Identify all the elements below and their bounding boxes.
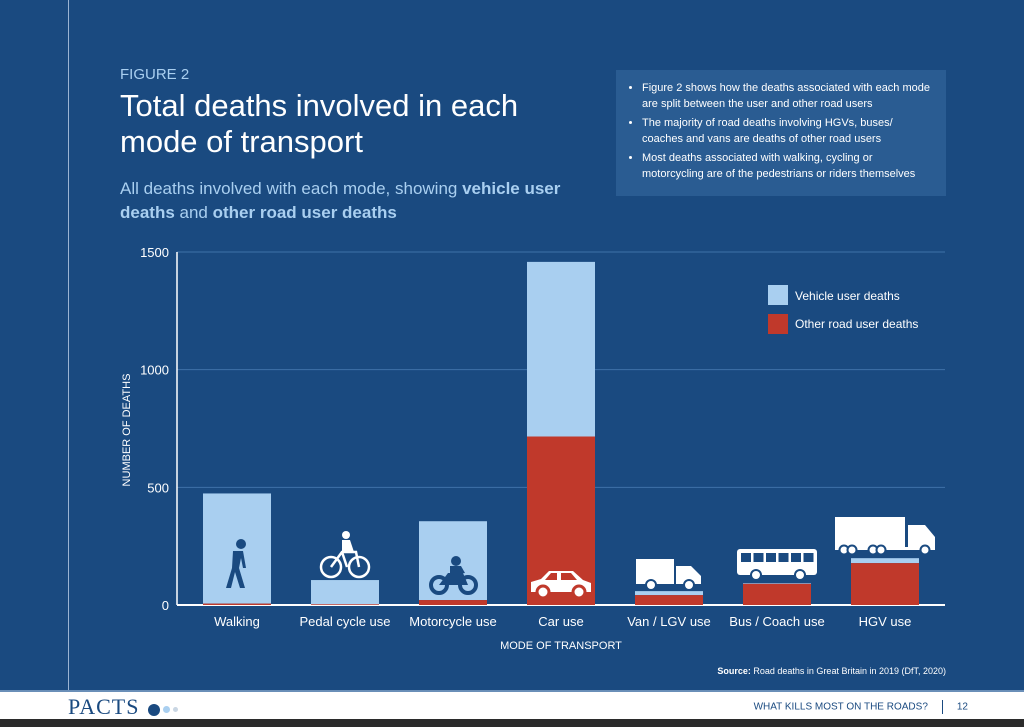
notes-box: Figure 2 shows how the deaths associated…	[616, 70, 946, 196]
bar-vehicle-user-deaths	[743, 583, 811, 584]
note: Most deaths associated with walking, cyc…	[642, 150, 934, 182]
chart-subtitle: All deaths involved with each mode, show…	[120, 179, 561, 222]
bar-other-road-user-deaths	[311, 604, 379, 605]
chart-title: Total deaths involved in each mode of tr…	[120, 88, 519, 159]
x-tick-label: HGV use	[859, 614, 912, 629]
x-tick-label: Van / LGV use	[627, 614, 711, 629]
note: Figure 2 shows how the deaths associated…	[642, 80, 934, 112]
note: The majority of road deaths involving HG…	[642, 115, 934, 147]
legend-swatch-vehicle	[768, 285, 788, 305]
footer: PACTS WHAT KILLS MOST ON THE ROADS? 12	[0, 690, 1024, 719]
bottom-bar	[0, 719, 1024, 727]
page-margin-line	[68, 0, 69, 690]
bus-icon	[737, 549, 817, 581]
bar-vehicle-user-deaths	[527, 261, 595, 437]
page-number: 12	[956, 701, 968, 713]
bar-other-road-user-deaths	[203, 603, 271, 605]
source-note: Source: Road deaths in Great Britain in …	[717, 666, 946, 676]
bar-chart: 0 500 1000 1500 NUMBER OF DEATHS MODE OF TRAN…	[121, 245, 945, 652]
bar-vehicle-user-deaths	[851, 558, 919, 564]
bar-other-road-user-deaths	[635, 595, 703, 605]
y-tick-label: 500	[147, 480, 169, 495]
bar-other-road-user-deaths	[851, 563, 919, 605]
y-tick-label: 1500	[140, 245, 169, 260]
bicycle-icon	[319, 531, 371, 579]
motorcycle-icon	[429, 556, 478, 595]
y-axis-label: NUMBER OF DEATHS	[121, 374, 133, 487]
bar-other-road-user-deaths	[419, 600, 487, 605]
pacts-logo: PACTS	[68, 694, 140, 719]
x-tick-label: Car use	[538, 614, 584, 629]
legend-label: Vehicle user deaths	[795, 289, 900, 303]
van-icon	[636, 559, 701, 591]
legend-swatch-other	[768, 314, 788, 334]
pedestrian-icon	[226, 539, 246, 588]
footer-text: WHAT KILLS MOST ON THE ROADS? 12	[753, 700, 968, 714]
car-icon	[531, 571, 591, 600]
figure-label: FIGURE 2	[120, 66, 190, 83]
x-tick-label: Walking	[214, 614, 260, 629]
logo-dots-icon	[148, 701, 181, 719]
legend-label: Other road user deaths	[795, 317, 918, 331]
x-tick-label: Motorcycle use	[409, 614, 496, 629]
bar-vehicle-user-deaths	[203, 493, 271, 604]
bar-other-road-user-deaths	[743, 583, 811, 605]
y-tick-label: 0	[162, 598, 169, 613]
x-axis-label: MODE OF TRANSPORT	[500, 640, 622, 652]
x-tick-label: Pedal cycle use	[299, 614, 390, 629]
x-tick-label: Bus / Coach use	[729, 614, 824, 629]
y-tick-label: 1000	[140, 363, 169, 378]
hgv-truck-icon	[835, 517, 935, 556]
bar-vehicle-user-deaths	[635, 591, 703, 596]
bar-vehicle-user-deaths	[311, 580, 379, 605]
